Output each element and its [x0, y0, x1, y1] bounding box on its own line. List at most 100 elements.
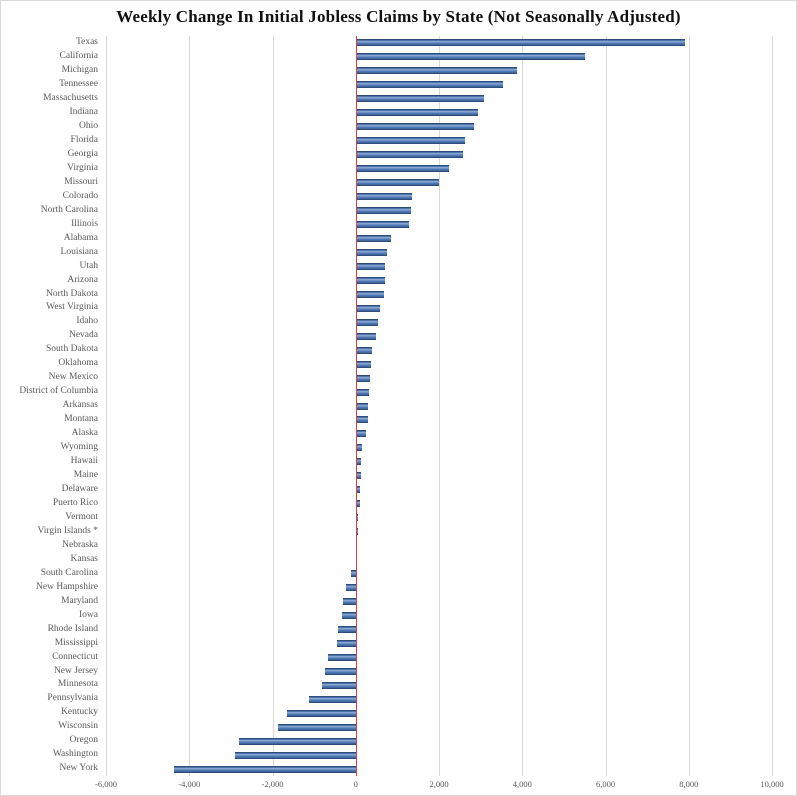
y-axis-label: Georgia	[67, 148, 98, 159]
chart-title: Weekly Change In Initial Jobless Claims …	[116, 7, 681, 26]
bar	[355, 67, 517, 75]
y-axis-label: Nebraska	[62, 539, 98, 550]
bar	[328, 653, 356, 661]
bar	[355, 193, 412, 201]
y-axis-label: Arizona	[67, 274, 98, 285]
gridline	[439, 36, 440, 776]
y-axis-label: Wyoming	[60, 442, 98, 453]
bar	[278, 723, 356, 731]
bar	[355, 179, 440, 187]
y-axis-label: Utah	[79, 260, 98, 271]
bar	[355, 123, 474, 131]
x-tick-label: -6,000	[95, 779, 117, 789]
bar	[355, 514, 359, 522]
gridline	[272, 36, 274, 776]
bar	[355, 402, 369, 410]
bar	[355, 290, 385, 298]
x-tick-label: 6,000	[595, 779, 616, 789]
y-axis-label: Florida	[70, 134, 98, 145]
bar	[235, 751, 356, 759]
y-axis-label: Missouri	[64, 176, 98, 187]
bar	[336, 639, 356, 647]
bar	[355, 346, 373, 354]
gridline	[688, 36, 690, 776]
y-axis-label: Wisconsin	[58, 721, 98, 732]
y-axis-label: Alaska	[71, 428, 98, 439]
y-axis-label: Ohio	[79, 120, 98, 131]
y-axis-label: Illinois	[71, 218, 98, 229]
bar	[355, 81, 503, 89]
bar	[355, 304, 381, 312]
bar	[355, 276, 385, 284]
y-axis-label: Virgin Islands *	[37, 525, 98, 536]
bar	[355, 486, 361, 494]
y-axis-label: Vermont	[65, 511, 98, 522]
y-axis-label: South Carolina	[40, 567, 98, 578]
y-axis-label: Virginia	[67, 162, 98, 173]
bar	[355, 444, 362, 452]
x-tick-label: -4,000	[178, 779, 201, 789]
y-axis-label: Tennessee	[59, 79, 98, 90]
x-tick-label: 2,000	[429, 779, 449, 789]
y-axis-label: Nevada	[68, 330, 98, 341]
bar	[355, 388, 370, 396]
bar	[355, 109, 478, 117]
y-axis-label: Washington	[52, 749, 98, 760]
bar	[355, 416, 368, 424]
bar	[355, 53, 585, 61]
bar	[355, 207, 411, 215]
bar	[355, 458, 361, 466]
y-axis-label: North Carolina	[40, 204, 98, 215]
y-axis-label: Alabama	[63, 232, 98, 243]
bar	[338, 625, 356, 633]
bar	[355, 318, 379, 326]
y-axis-label: Kansas	[70, 553, 98, 564]
y-axis-label: Maine	[73, 470, 98, 481]
bar	[355, 220, 409, 228]
y-axis-label: Pennsylvania	[47, 693, 98, 704]
bar	[355, 248, 388, 256]
gridline	[772, 36, 773, 776]
y-axis-label: Montana	[64, 414, 98, 425]
bar	[355, 95, 485, 103]
zero-axis-line	[355, 36, 357, 776]
y-axis-label: Louisiana	[60, 246, 98, 257]
x-tick-label: 10,000	[760, 779, 784, 789]
gridline	[605, 36, 607, 776]
y-axis-label: Minnesota	[57, 679, 98, 690]
bar	[355, 374, 370, 382]
gridline	[522, 36, 524, 776]
y-axis-label: New York	[59, 763, 98, 774]
y-axis-label: Mississippi	[54, 637, 98, 648]
bar	[355, 262, 386, 270]
gridline	[106, 36, 107, 776]
bar	[286, 709, 356, 717]
bar	[355, 500, 360, 508]
bar	[239, 737, 356, 745]
bar	[350, 570, 356, 578]
y-axis-label: North Dakota	[46, 288, 98, 299]
x-tick-label: 8,000	[679, 779, 699, 789]
bar	[355, 137, 466, 145]
bar	[355, 332, 377, 340]
y-axis-label: Michigan	[61, 65, 98, 76]
bar	[343, 597, 356, 605]
bar	[355, 360, 372, 368]
bar	[355, 430, 367, 438]
y-axis-label: Idaho	[76, 316, 98, 327]
y-axis-label: Iowa	[79, 609, 98, 620]
bar	[355, 39, 685, 47]
y-axis-label: Massachusetts	[43, 93, 98, 104]
y-axis-label: California	[59, 51, 98, 62]
gridline	[189, 36, 191, 776]
bar	[308, 695, 356, 703]
y-axis-label: South Dakota	[46, 344, 98, 355]
x-tick-label: 4,000	[512, 779, 532, 789]
y-axis-label: Texas	[75, 37, 98, 48]
y-axis-label: District of Columbia	[19, 386, 98, 397]
y-axis-label: Delaware	[61, 484, 98, 494]
y-axis-label: Hawaii	[70, 456, 98, 467]
bar	[355, 234, 392, 242]
